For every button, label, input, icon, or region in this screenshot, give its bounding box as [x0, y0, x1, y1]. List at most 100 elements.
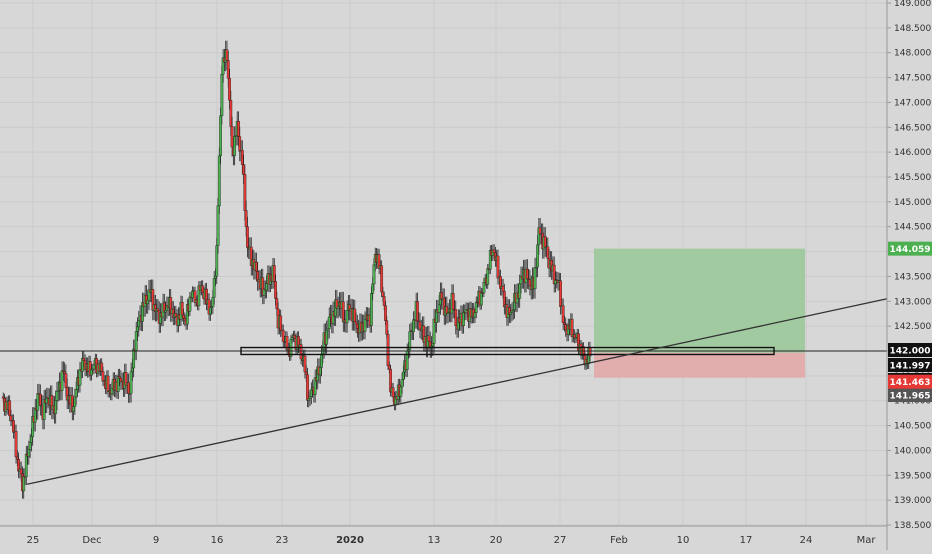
candle-body: [355, 323, 359, 329]
candle-body: [559, 280, 563, 307]
target-price-label-bg: [888, 241, 932, 256]
y-tick-label: 145.500: [894, 173, 931, 183]
candle-body: [570, 318, 574, 337]
candle-body: [30, 436, 33, 443]
candle-body: [543, 236, 547, 248]
candle-body: [492, 249, 496, 254]
y-tick-label: 139.500: [894, 471, 931, 481]
candle-body: [486, 268, 490, 285]
candle-body: [180, 302, 184, 316]
candle-body: [28, 442, 32, 450]
y-tick-label: 145.000: [894, 198, 931, 208]
candle-body: [293, 334, 297, 339]
candle-body: [303, 355, 307, 373]
candle-body: [14, 430, 18, 458]
candle-body: [237, 121, 240, 137]
candle-body: [536, 244, 539, 268]
y-tick-label: 147.500: [894, 74, 931, 84]
candle-body: [320, 353, 323, 368]
x-tick-label: 23: [276, 535, 289, 546]
x-tick-label: 9: [153, 535, 159, 546]
candle-body: [479, 292, 483, 306]
stop-price-label-text: 141.463: [890, 378, 931, 388]
y-tick-label: 148.000: [894, 49, 931, 59]
stop-price-label-bg: [888, 374, 932, 389]
candle-body: [265, 283, 268, 291]
candle-body: [220, 73, 224, 117]
candle-body: [306, 374, 309, 401]
y-tick-label: 146.500: [894, 123, 931, 133]
candle-body: [216, 205, 220, 246]
candle-body: [8, 400, 12, 416]
candle-body: [563, 322, 566, 325]
level-price-label: 142.000: [888, 343, 932, 357]
candle-body: [272, 265, 276, 282]
candle-body: [400, 379, 404, 388]
candle-body: [474, 301, 478, 313]
candle-body: [64, 373, 68, 388]
candle-body: [509, 312, 513, 315]
candle-body: [399, 386, 403, 397]
candle-body: [211, 296, 215, 307]
candle-body: [341, 301, 345, 323]
candle-body: [308, 396, 312, 399]
candle-body: [370, 293, 373, 326]
candle-body: [473, 312, 477, 318]
candle-body: [92, 364, 96, 370]
candle-body: [238, 136, 242, 152]
candle-body: [214, 275, 217, 279]
entry-price-label: 141.965: [888, 388, 932, 402]
candle-body: [230, 126, 234, 148]
target-price-label-text: 144.059: [890, 245, 931, 255]
x-tick-label: 24: [800, 535, 813, 546]
drawings[interactable]: [0, 298, 888, 485]
candle-body: [525, 268, 529, 280]
candle-body: [174, 313, 178, 317]
candle-body: [510, 310, 514, 313]
candle-body: [38, 393, 42, 407]
x-tick-label: 16: [211, 535, 224, 546]
candle-body: [454, 309, 458, 326]
candle-body: [354, 321, 358, 325]
candle-body: [233, 135, 237, 156]
candle-body: [116, 376, 120, 392]
candle-body: [130, 367, 134, 372]
candle-body: [118, 376, 122, 379]
candle-body: [385, 320, 389, 335]
candle-body: [134, 331, 138, 351]
candle-body: [561, 305, 565, 323]
candle-body: [431, 343, 435, 347]
candle-body: [110, 388, 114, 395]
y-tick-label: 146.000: [894, 148, 931, 158]
price-axis[interactable]: [887, 0, 932, 550]
candle-body: [106, 375, 110, 392]
candle-body: [132, 348, 136, 369]
x-tick-label: 27: [554, 535, 567, 546]
candle-body: [146, 299, 150, 305]
y-tick-label: 147.000: [894, 98, 931, 108]
candle-body: [299, 344, 303, 360]
y-tick-label: 139.000: [894, 496, 931, 506]
candle-body: [387, 365, 391, 370]
candle-body: [60, 370, 64, 391]
candle-body: [55, 391, 59, 401]
candle-body: [215, 245, 219, 277]
candle-body: [290, 337, 294, 340]
candle-body: [353, 308, 357, 322]
stop-price-label: 141.463: [888, 374, 932, 389]
candle-body: [27, 449, 31, 457]
candle-body: [309, 389, 313, 397]
candle-body: [74, 389, 78, 398]
candle-body: [336, 306, 340, 309]
position-tool[interactable]: [594, 248, 805, 378]
x-tick-label: 10: [677, 535, 690, 546]
candle-body: [1, 396, 5, 399]
candle-body: [533, 267, 537, 289]
candle-body: [225, 49, 229, 61]
y-tick-label: 138.500: [894, 521, 931, 531]
candle-body: [372, 264, 376, 285]
candle-body: [183, 318, 187, 321]
candle-body: [518, 283, 522, 299]
